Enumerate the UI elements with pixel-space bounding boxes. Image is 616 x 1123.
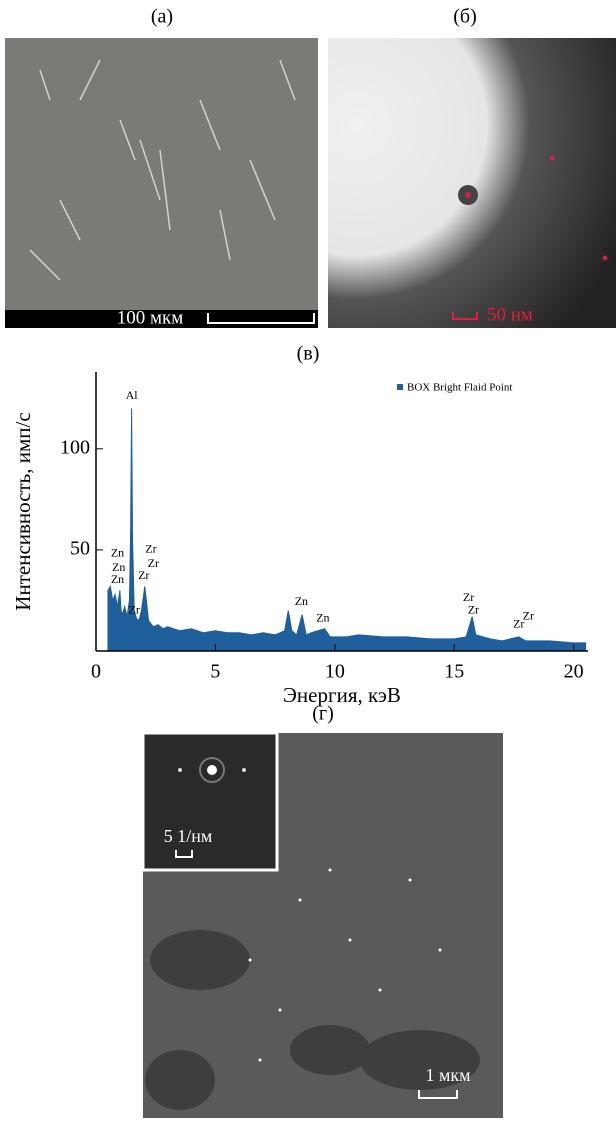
texture — [29, 59, 296, 281]
sem-image — [5, 38, 318, 328]
panel-label: (г) — [312, 703, 334, 725]
x-axis-label: Энергия, кэВ — [283, 683, 401, 707]
x-tick-label: 5 — [210, 661, 220, 683]
peak-label: Zr — [523, 608, 534, 622]
x-tick-label: 15 — [444, 661, 464, 683]
y-tick-label: 100 — [60, 436, 90, 458]
scale-bar — [418, 1090, 458, 1099]
marker — [602, 255, 608, 261]
y-axis-label: Интенсивность, имп/с — [11, 412, 35, 610]
scale-bar — [207, 313, 315, 324]
peak-label: Zn — [112, 560, 125, 574]
scale-text: 5 1/нм — [164, 826, 213, 846]
x-tick-label: 0 — [91, 661, 101, 683]
legend-label: BOX Bright Flaid Point — [407, 382, 512, 394]
scale-bar — [452, 312, 478, 320]
peak-label: Zn — [111, 546, 124, 560]
peak-label: Zr — [513, 616, 524, 630]
marker — [465, 192, 471, 198]
peak-label: Zr — [463, 590, 474, 604]
panel-label: (а) — [151, 6, 173, 28]
scale-text: 100 мкм — [117, 307, 184, 328]
spectrum-area — [107, 408, 587, 652]
legend-swatch — [397, 384, 403, 390]
scale-text: 1 мкм — [425, 1065, 470, 1085]
x-tick-label: 10 — [325, 661, 345, 683]
panel-label: (в) — [297, 343, 320, 365]
y-tick-label: 50 — [70, 538, 90, 560]
diffraction-inset — [141, 731, 279, 872]
ring — [199, 757, 225, 783]
peak-label: Zr — [148, 556, 159, 570]
peak-label: Zn — [316, 610, 329, 624]
dark-regions — [145, 930, 480, 1110]
marker — [549, 155, 555, 161]
peak-label: Zr — [138, 568, 149, 582]
tem-image — [328, 38, 616, 328]
peak-label: Zr — [145, 542, 156, 556]
spot — [207, 765, 217, 775]
peak-label: Zr — [129, 602, 140, 616]
peak-label: Zr — [468, 602, 479, 616]
spectrum-chart: 50 100 0 5 10 15 20 Энергия, кэВ Интенсивность, … — [11, 372, 588, 707]
panel-label: (б) — [453, 6, 477, 28]
peak-label: Zn — [295, 594, 308, 608]
precipitates — [248, 868, 442, 1062]
scale-bar — [175, 850, 193, 858]
peak-label: Zn — [111, 572, 124, 586]
spot — [178, 768, 182, 772]
spot — [242, 768, 246, 772]
peak-label: Al — [126, 388, 139, 402]
scale-text: 50 нм — [487, 304, 533, 325]
x-tick-label: 20 — [564, 661, 584, 683]
